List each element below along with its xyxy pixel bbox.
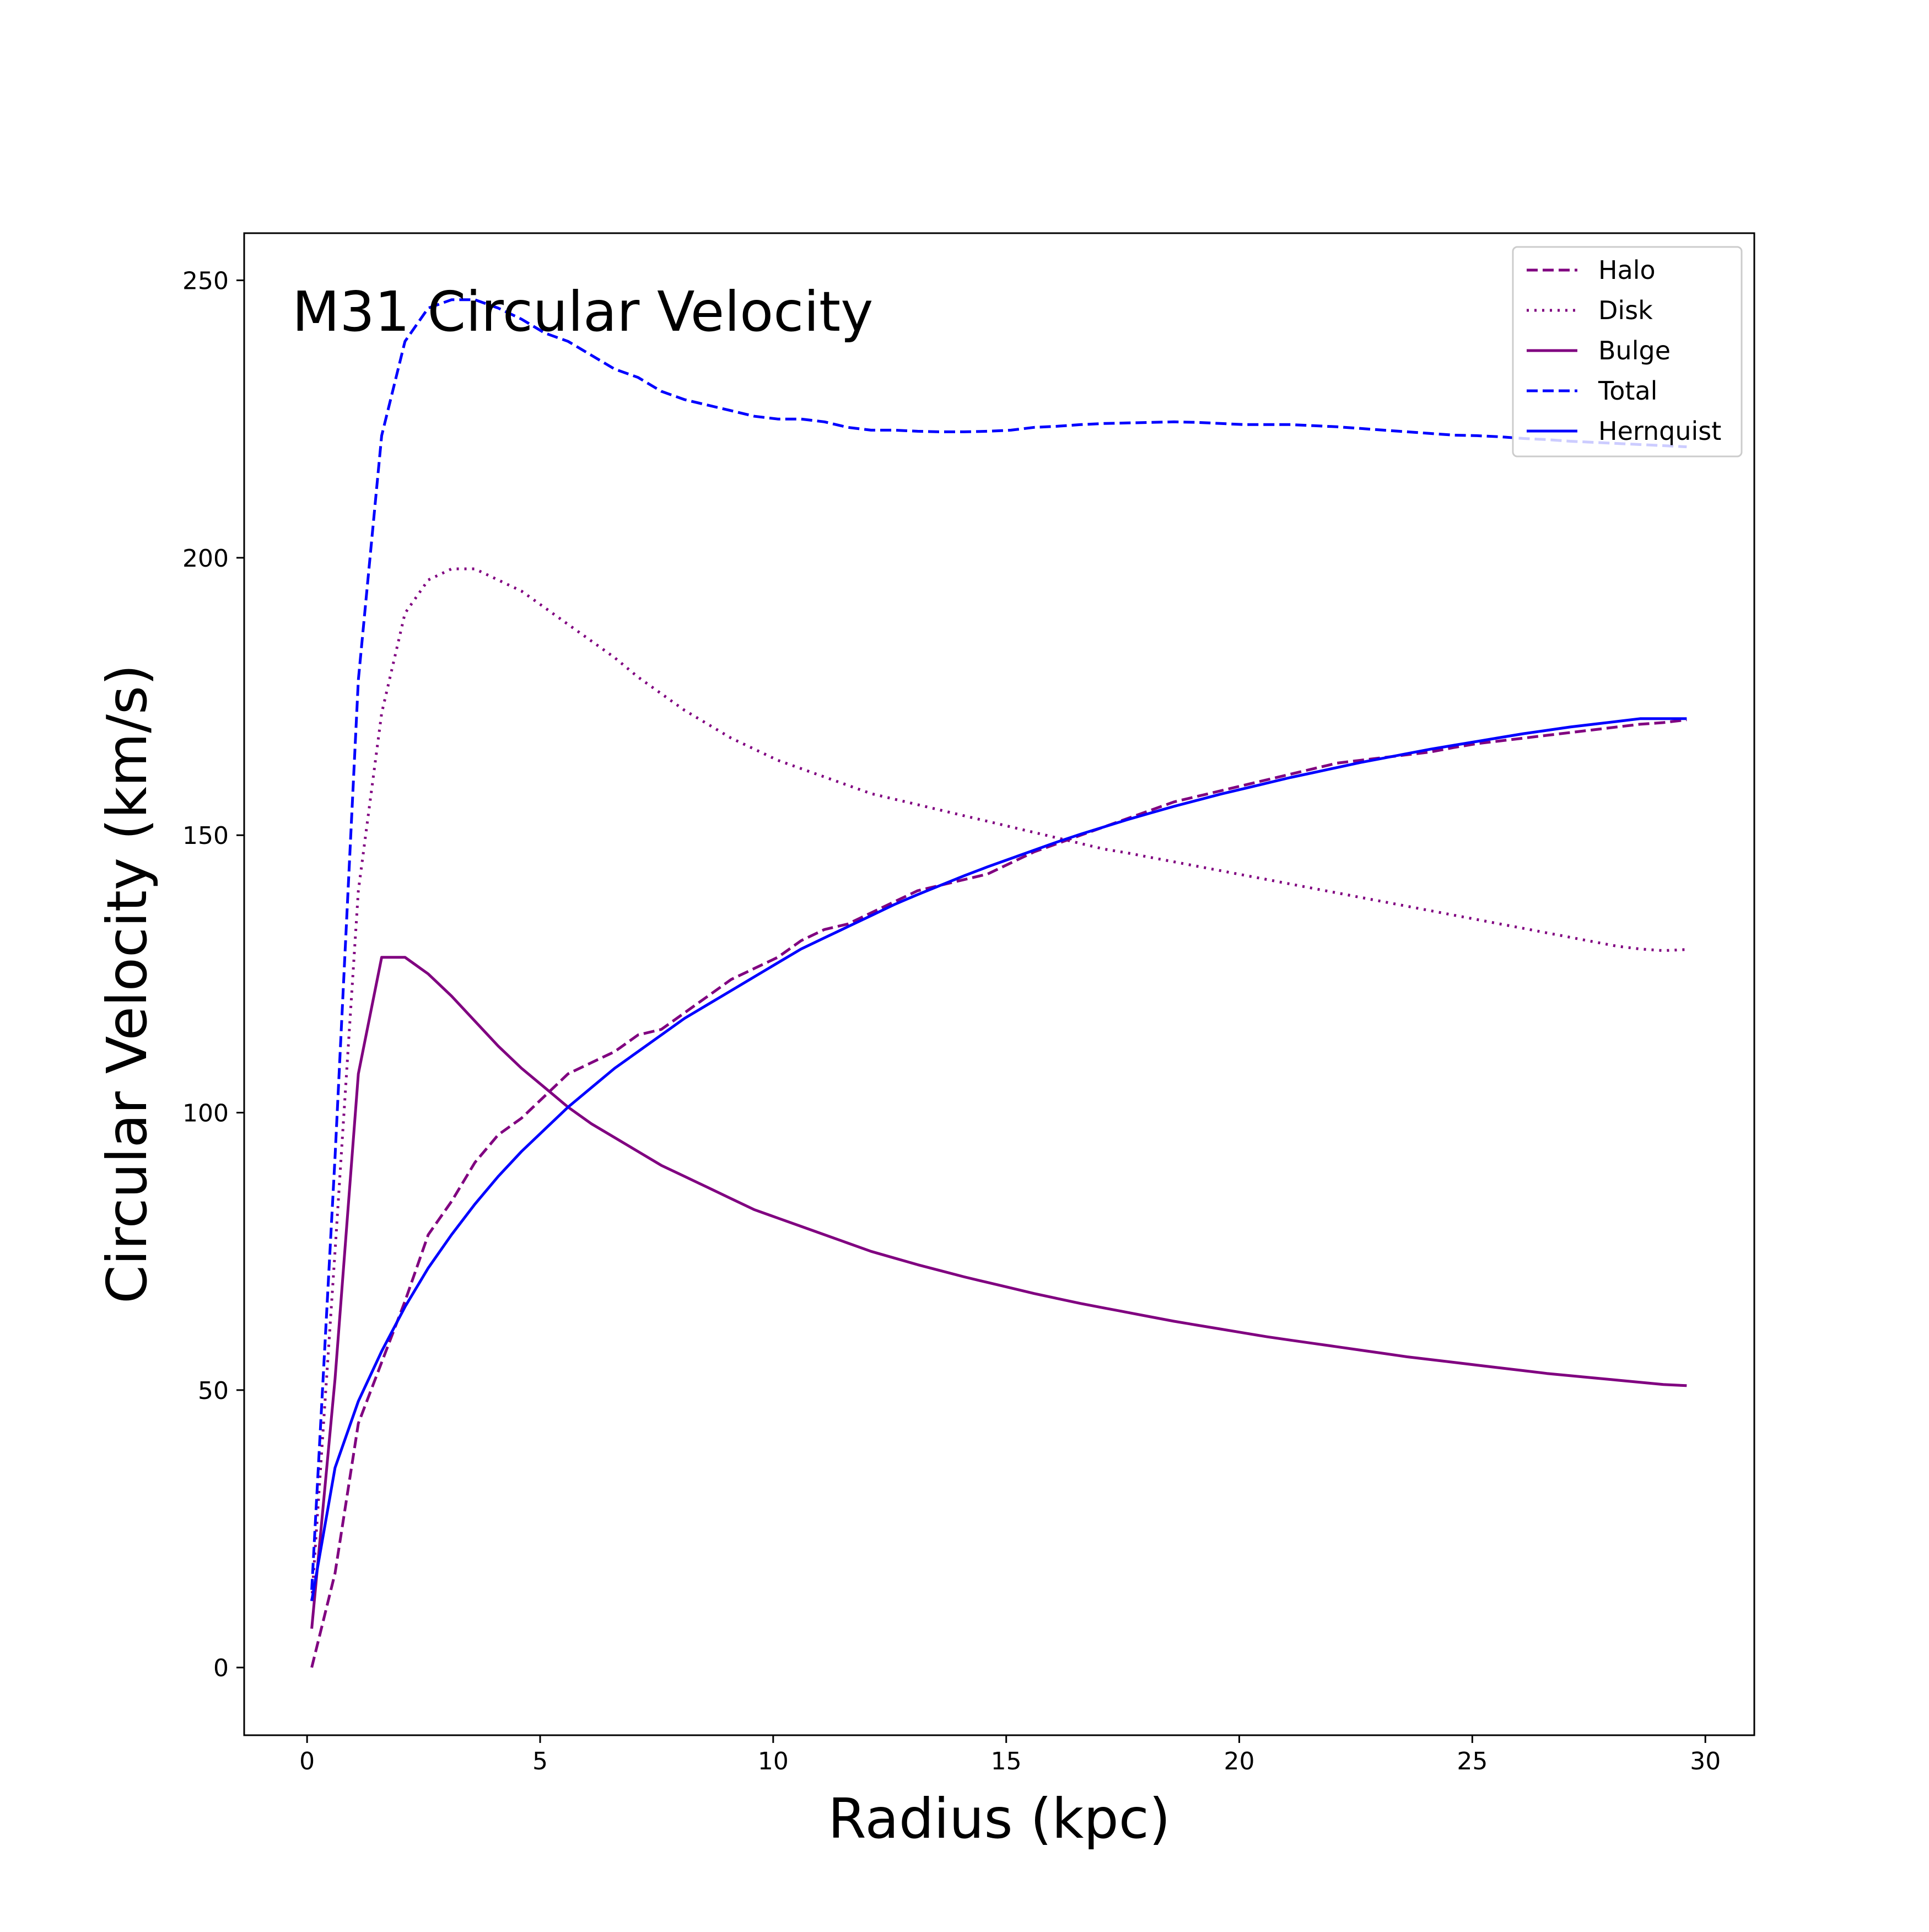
y-axis-label: Circular Velocity (km/s) xyxy=(95,664,159,1304)
series-line-halo xyxy=(310,718,1687,1668)
x-tick-label: 5 xyxy=(532,1747,548,1775)
series-line-total xyxy=(310,298,1687,1590)
series-line-hernquist xyxy=(310,717,1687,1601)
y-tick-label: 100 xyxy=(182,1100,229,1128)
x-tick-label: 15 xyxy=(991,1747,1022,1775)
legend-label-bulge: Bulge xyxy=(1598,336,1671,365)
legend: Halo Disk Bulge Total Hernquist xyxy=(1512,246,1743,458)
x-tick-label: 30 xyxy=(1690,1747,1721,1775)
x-tick-label: 25 xyxy=(1457,1747,1488,1775)
legend-items: Halo Disk Bulge Total Hernquist xyxy=(1527,255,1721,446)
series-line-disk xyxy=(310,567,1687,1601)
y-tick-label: 50 xyxy=(198,1377,229,1405)
y-tick-label: 150 xyxy=(182,822,229,850)
x-axis-label: Radius (kpc) xyxy=(828,1786,1170,1851)
x-tick-label: 20 xyxy=(1224,1747,1255,1775)
legend-box xyxy=(1512,246,1743,458)
series-layer xyxy=(310,298,1687,1668)
x-axis-ticks: 0 5 10 15 20 25 30 xyxy=(299,1735,1721,1775)
legend-label-halo: Halo xyxy=(1598,255,1656,285)
legend-label-total: Total xyxy=(1598,376,1657,406)
chart-title: M31 Circular Velocity xyxy=(292,279,873,344)
y-tick-label: 0 xyxy=(213,1654,229,1682)
y-tick-label: 250 xyxy=(182,267,229,295)
y-axis-ticks: 0 50 100 150 200 250 xyxy=(182,267,244,1682)
legend-label-hernquist: Hernquist xyxy=(1598,416,1721,446)
x-tick-label: 10 xyxy=(758,1747,789,1775)
legend-label-disk: Disk xyxy=(1598,295,1653,325)
x-tick-label: 0 xyxy=(299,1747,315,1775)
plot-frame xyxy=(243,232,1755,1736)
series-line-bulge xyxy=(310,956,1687,1629)
y-tick-label: 200 xyxy=(182,545,229,573)
